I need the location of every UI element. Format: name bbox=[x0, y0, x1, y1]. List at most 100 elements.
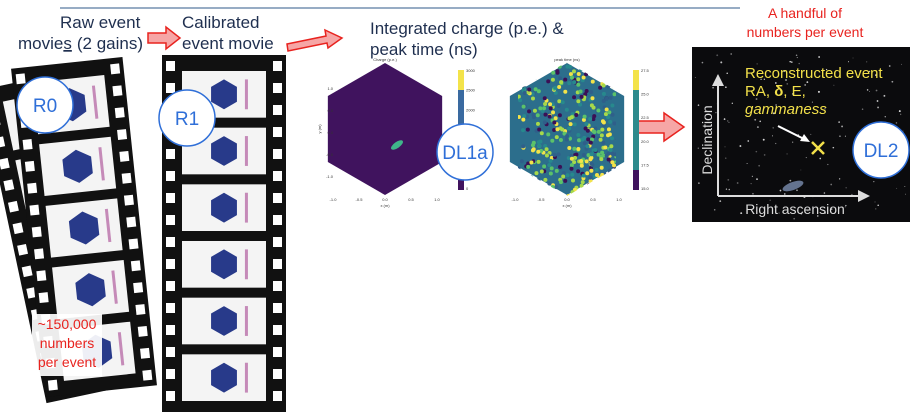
star bbox=[891, 81, 893, 83]
pixel bbox=[593, 192, 597, 196]
star bbox=[720, 61, 722, 63]
y-tick: 1.0 bbox=[327, 86, 333, 91]
star bbox=[901, 64, 902, 65]
pixel bbox=[511, 179, 515, 183]
pixel bbox=[600, 173, 604, 177]
colorbar-tick: 0 bbox=[466, 186, 469, 191]
pixel bbox=[608, 96, 612, 100]
label: Integrated charge (p.e.) & bbox=[370, 19, 564, 38]
pixel bbox=[549, 106, 553, 110]
star bbox=[845, 206, 846, 207]
pixel bbox=[521, 128, 525, 132]
pixel bbox=[534, 59, 538, 63]
pixel bbox=[533, 109, 537, 113]
pixel bbox=[614, 167, 618, 171]
x-label: x (m) bbox=[562, 203, 572, 208]
pixel bbox=[583, 62, 587, 66]
pixel bbox=[602, 83, 606, 87]
pixel bbox=[580, 184, 584, 188]
pixel bbox=[537, 144, 541, 148]
x-tick: 0.5 bbox=[408, 197, 414, 202]
star bbox=[845, 205, 846, 206]
pixel bbox=[600, 133, 604, 137]
pixel bbox=[521, 118, 525, 122]
star bbox=[862, 108, 864, 110]
pixel bbox=[518, 66, 522, 70]
pixel bbox=[607, 127, 611, 131]
film-hole bbox=[32, 227, 42, 238]
star bbox=[875, 208, 876, 209]
pixel bbox=[529, 161, 533, 165]
pixel bbox=[526, 128, 530, 132]
star bbox=[714, 209, 716, 211]
star bbox=[756, 151, 758, 153]
pixel bbox=[584, 72, 588, 76]
pixel bbox=[588, 176, 592, 180]
star bbox=[896, 122, 898, 124]
label: movies(2 gains) bbox=[18, 34, 143, 53]
pixel bbox=[526, 165, 530, 169]
pixel bbox=[521, 144, 525, 148]
pixel bbox=[538, 106, 542, 110]
star bbox=[754, 119, 756, 121]
pixel bbox=[580, 164, 584, 168]
pixel bbox=[596, 69, 600, 73]
pixel bbox=[540, 60, 544, 64]
pixel bbox=[553, 86, 557, 90]
film-hole bbox=[273, 281, 282, 291]
pixel bbox=[551, 110, 555, 114]
film-hole bbox=[273, 83, 282, 93]
pixel bbox=[601, 196, 605, 200]
pixel bbox=[576, 133, 580, 137]
pixel bbox=[582, 153, 586, 157]
film-hole bbox=[34, 248, 44, 259]
mini-colorbar bbox=[245, 136, 248, 166]
star bbox=[747, 140, 749, 142]
pixel bbox=[533, 76, 537, 80]
star bbox=[869, 91, 870, 92]
pixel bbox=[578, 190, 582, 194]
pixel bbox=[515, 184, 519, 188]
pixel bbox=[557, 152, 561, 156]
pixel bbox=[583, 141, 587, 145]
pixel bbox=[510, 90, 514, 94]
pixel bbox=[538, 140, 542, 144]
star bbox=[845, 136, 846, 137]
pixel bbox=[544, 59, 548, 63]
x-label: x (m) bbox=[380, 203, 390, 208]
pixel bbox=[546, 79, 550, 83]
film-hole bbox=[166, 61, 175, 71]
pixel bbox=[621, 86, 625, 90]
film-hole bbox=[166, 193, 175, 203]
mini-colorbar bbox=[245, 249, 248, 279]
badge-label: R1 bbox=[175, 109, 199, 130]
film-hole bbox=[129, 238, 139, 249]
axis-label: Right ascension bbox=[745, 201, 845, 217]
plot-title: peak time (ns) bbox=[554, 57, 580, 62]
pixel bbox=[572, 95, 576, 99]
pixel bbox=[619, 72, 623, 76]
film-hole bbox=[110, 63, 120, 74]
pixel bbox=[618, 68, 622, 72]
pixel bbox=[609, 74, 613, 78]
pixel bbox=[567, 81, 571, 85]
pixel bbox=[551, 71, 555, 75]
pixel bbox=[570, 76, 574, 80]
pixel bbox=[521, 83, 525, 87]
pixel bbox=[558, 165, 562, 169]
pixel bbox=[543, 120, 547, 124]
pixel bbox=[577, 72, 581, 76]
star bbox=[796, 54, 798, 56]
pixel bbox=[561, 100, 565, 104]
pixel bbox=[602, 192, 606, 196]
pixel bbox=[529, 175, 533, 179]
pixel bbox=[570, 157, 574, 161]
star bbox=[889, 65, 891, 67]
pixel bbox=[522, 105, 526, 109]
star bbox=[752, 193, 754, 195]
pixel bbox=[609, 148, 613, 152]
pixel bbox=[600, 166, 604, 170]
pixel bbox=[512, 183, 516, 187]
star bbox=[702, 62, 704, 64]
pixel bbox=[520, 186, 524, 190]
